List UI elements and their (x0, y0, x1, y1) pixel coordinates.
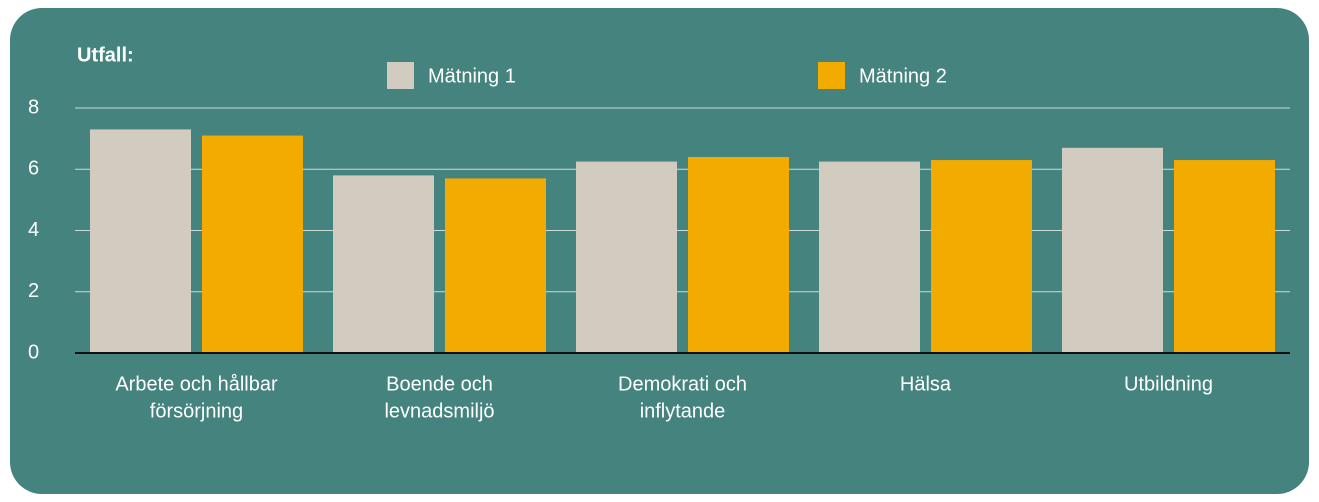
legend-swatch (818, 62, 845, 89)
x-tick-label: Demokrati och (618, 373, 747, 395)
bar (445, 178, 546, 353)
x-tick-label: Hälsa (900, 373, 952, 395)
x-tick-label: försörjning (150, 400, 243, 422)
bar (576, 161, 677, 353)
y-tick-label: 8 (28, 96, 39, 118)
legend-label: Mätning 2 (859, 65, 947, 87)
y-tick-label: 0 (28, 341, 39, 363)
x-tick-label: Arbete och hållbar (115, 373, 278, 395)
x-tick-label: inflytande (640, 400, 726, 422)
chart-title: Utfall: (77, 44, 134, 66)
x-tick-label: Utbildning (1124, 373, 1213, 395)
x-tick-label: levnadsmiljö (384, 400, 494, 422)
y-tick-label: 4 (28, 219, 39, 241)
bar (202, 135, 303, 353)
bar (819, 161, 920, 353)
y-tick-label: 6 (28, 158, 39, 180)
bar (1174, 160, 1275, 353)
x-tick-label: Boende och (386, 373, 493, 395)
bar (333, 175, 434, 353)
legend-label: Mätning 1 (428, 65, 516, 87)
bar (1062, 147, 1163, 353)
bar (90, 129, 191, 353)
bar (931, 160, 1032, 353)
bar (688, 157, 789, 353)
legend-swatch (387, 62, 414, 89)
y-tick-label: 2 (28, 280, 39, 302)
